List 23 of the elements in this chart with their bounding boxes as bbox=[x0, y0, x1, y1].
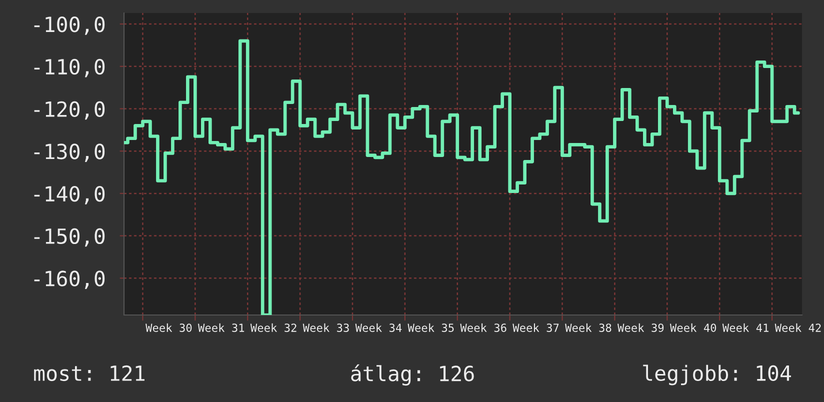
y-tick-label: -110,0 bbox=[34, 58, 105, 78]
x-tick-label: Week 30 bbox=[146, 323, 192, 332]
y-tick-label: -160,0 bbox=[34, 270, 105, 290]
x-tick-label: Week 41 bbox=[722, 323, 768, 332]
y-tick-label: -120,0 bbox=[34, 101, 105, 120]
x-tick-label: Week 31 bbox=[198, 323, 244, 332]
x-tick-label: Week 40 bbox=[670, 323, 716, 332]
y-tick-label: -150,0 bbox=[34, 228, 105, 247]
x-tick-label: Week 35 bbox=[408, 323, 454, 332]
y-tick-label: -140,0 bbox=[34, 186, 105, 204]
x-tick-label: Week 36 bbox=[460, 323, 506, 332]
text: átlag: 126 bbox=[351, 364, 474, 386]
text: most: 121 bbox=[34, 365, 144, 382]
x-tick-label: Week 42 bbox=[774, 323, 821, 332]
x-tick-label: Week 37 bbox=[512, 323, 559, 332]
x-tick-label: Week 34 bbox=[355, 323, 402, 332]
x-tick-label: Week 39 bbox=[618, 323, 664, 332]
x-tick-label: Week 33 bbox=[302, 323, 349, 332]
y-tick-label: -100,0 bbox=[34, 16, 105, 35]
x-tick-label: Week 38 bbox=[565, 323, 612, 332]
text: legjobb: 104 bbox=[643, 364, 792, 386]
y-tick-label: -130,0 bbox=[34, 144, 105, 162]
x-tick-label: Week 32 bbox=[250, 323, 296, 332]
